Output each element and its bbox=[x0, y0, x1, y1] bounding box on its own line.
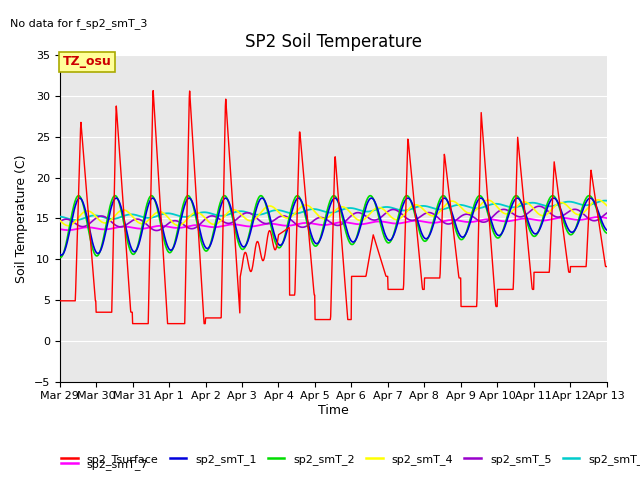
Text: No data for f_sp2_smT_3: No data for f_sp2_smT_3 bbox=[10, 19, 148, 29]
Text: TZ_osu: TZ_osu bbox=[62, 56, 111, 69]
Y-axis label: Soil Temperature (C): Soil Temperature (C) bbox=[15, 154, 28, 283]
Legend: sp2_smT_7: sp2_smT_7 bbox=[57, 455, 153, 474]
X-axis label: Time: Time bbox=[318, 404, 349, 417]
Title: SP2 Soil Temperature: SP2 Soil Temperature bbox=[244, 33, 422, 51]
Legend: sp2_Tsurface, sp2_smT_1, sp2_smT_2, sp2_smT_4, sp2_smT_5, sp2_smT_6: sp2_Tsurface, sp2_smT_1, sp2_smT_2, sp2_… bbox=[57, 450, 640, 469]
